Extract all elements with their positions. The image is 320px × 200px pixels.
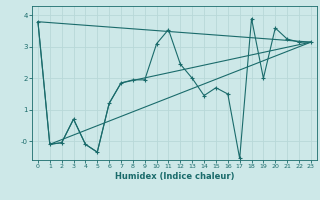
X-axis label: Humidex (Indice chaleur): Humidex (Indice chaleur) — [115, 172, 234, 181]
